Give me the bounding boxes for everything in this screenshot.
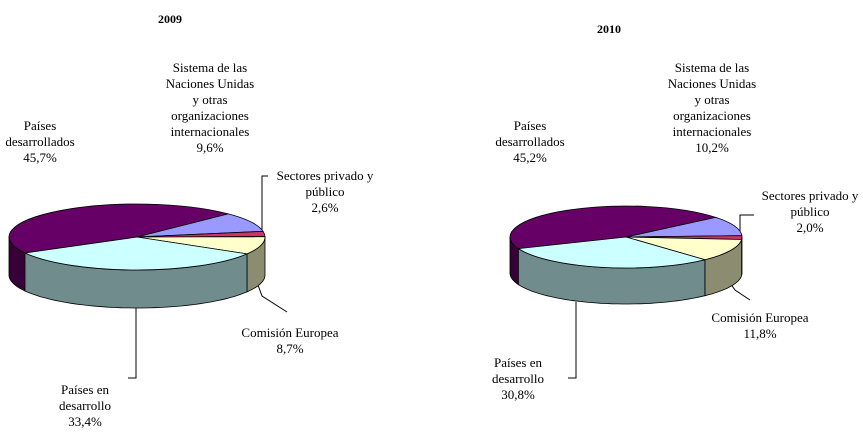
category-name: Sectores privado y público [276,168,374,199]
value-label: 45,7% [23,150,57,165]
slice-label: Comisión Europea 8,7% [235,325,345,357]
slice-label: Sistema de las Naciones Unidas y otras o… [165,60,255,156]
value-label: 2,6% [311,200,339,215]
leader-line [261,175,268,236]
value-label: 2,0% [796,220,824,235]
chart-title: 2010 [597,22,621,36]
slice-label: Sectores privado y público 2,0% [755,188,863,236]
category-name: Sistema de las Naciones Unidas y otras o… [165,60,255,139]
slice-label: Sectores privado y público 2,6% [275,168,375,216]
value-label: 30,8% [501,387,535,402]
slice [517,236,707,269]
leader-lines [128,175,754,379]
value-label: 33,4% [68,414,102,429]
slice-label: Países desarrollados 45,7% [0,118,90,166]
chart-title: 2009 [158,12,182,26]
slice-label: Comisión Europea 11,8% [705,310,815,342]
slice [23,236,249,271]
slice-label: Países en desarrollo 30,8% [468,355,568,403]
slice [625,236,743,261]
slice [8,203,229,254]
category-name: Comisión Europea [711,310,809,325]
leader-line [568,302,577,379]
leader-line [257,284,288,313]
category-name: Sectores privado y público [761,188,859,219]
value-label: 8,7% [276,341,304,356]
pie-top [509,205,743,269]
category-name: Países desarrollados [5,118,75,149]
category-name: Países en desarrollo [492,355,544,386]
category-name: Países desarrollados [495,118,565,149]
value-label: 10,2% [695,140,729,155]
slice-label: Sistema de las Naciones Unidas y otras o… [667,60,757,156]
value-label: 11,8% [743,326,777,341]
category-name: Comisión Europea [241,325,339,340]
value-label: 9,6% [196,140,224,155]
slice [509,205,718,250]
leader-line [739,214,754,236]
slice-label: Países desarrollados 45,2% [480,118,580,166]
pie-top [8,203,266,271]
value-label: 45,2% [513,150,547,165]
leader-line [128,300,137,379]
slice-label: Países en desarrollo 33,4% [35,382,135,430]
category-name: Sistema de las Naciones Unidas y otras o… [667,60,757,139]
category-name: Países en desarrollo [59,382,111,413]
